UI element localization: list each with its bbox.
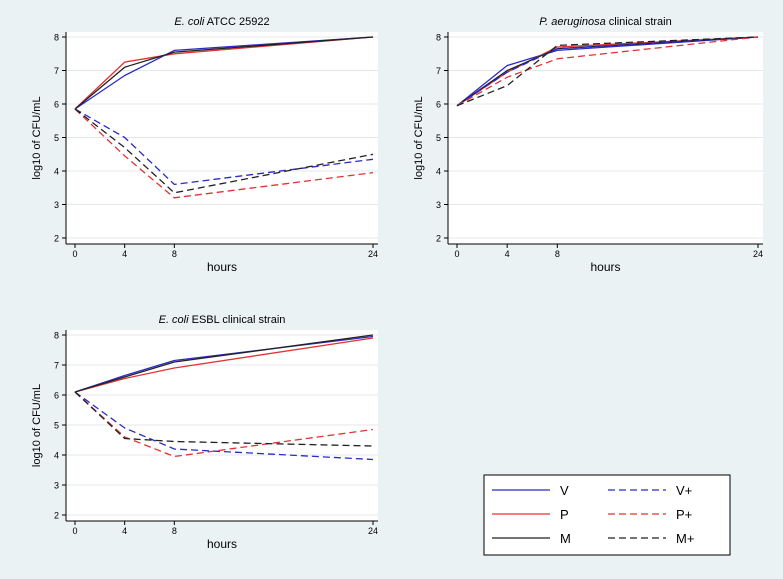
x-tick-label: 8 [172, 249, 177, 259]
x-tick-label: 0 [454, 249, 459, 259]
chart-panel-1: 2 3 4 5 6 7 8 0 4 8 24 hours log10 of CFU/mL E. coli … [10, 10, 388, 285]
series-line-m-plus [74, 108, 374, 194]
chart-panel-3: 2 3 4 5 6 7 8 0 4 8 24 hours log10 of CFU/mL E. coli … [10, 295, 388, 570]
y-tick-label: 5 [54, 421, 59, 431]
y-tick-label: 3 [54, 481, 59, 491]
x-tick-label: 4 [122, 249, 127, 259]
legend-label: V+ [676, 483, 692, 498]
legend-label: M+ [676, 531, 694, 546]
series-line-v [74, 36, 374, 110]
legend-box [483, 474, 731, 556]
y-tick-label: 7 [54, 361, 59, 371]
x-axis-label: hours [207, 260, 237, 274]
chart-title: P. aeruginosa clinical strain [539, 16, 672, 28]
chart-title-rest: clinical strain [606, 16, 672, 28]
chart-title-italic: P. aeruginosa [539, 16, 605, 28]
legend-label: V [560, 483, 569, 498]
series-line-v-plus [74, 108, 374, 186]
series-line-p [74, 337, 374, 393]
series-line-m [456, 36, 759, 107]
y-tick-label: 3 [54, 200, 59, 210]
y-tick-label: 8 [436, 33, 441, 43]
x-tick-label: 8 [172, 526, 177, 536]
y-tick-label: 3 [436, 200, 441, 210]
y-tick-label: 4 [54, 167, 59, 177]
chart-title-rest: ESBL clinical strain [189, 314, 286, 326]
x-tick-label: 24 [368, 526, 378, 536]
y-axis-label: log10 of CFU/mL [413, 96, 425, 179]
y-tick-label: 7 [436, 66, 441, 76]
y-tick-label: 5 [54, 133, 59, 143]
legend-label: P [560, 507, 569, 522]
chart-title: E. coli ATCC 25922 [174, 16, 269, 28]
y-axis-label: log10 of CFU/mL [31, 96, 43, 179]
y-tick-label: 6 [54, 100, 59, 110]
x-tick-label: 0 [72, 526, 77, 536]
x-tick-label: 0 [72, 249, 77, 259]
series-line-m-plus [74, 391, 374, 447]
chart-title-rest: ATCC 25922 [204, 16, 269, 28]
y-tick-label: 4 [436, 167, 441, 177]
chart-title-italic: E. coli [174, 16, 205, 28]
y-tick-label: 6 [54, 391, 59, 401]
series-line-v [456, 36, 759, 107]
chart-title: E. coli ESBL clinical strain [159, 314, 286, 326]
series-line-v-plus [74, 391, 374, 461]
legend-panel: V V+ P P+ M M+ [392, 295, 770, 570]
x-tick-label: 8 [555, 249, 560, 259]
y-tick-label: 6 [436, 100, 441, 110]
y-tick-label: 7 [54, 66, 59, 76]
y-tick-label: 2 [54, 234, 59, 244]
series-line-p [74, 36, 374, 110]
chart-panel-2: 2 3 4 5 6 7 8 0 4 8 24 hours log10 of CFU/mL P. aerug… [392, 10, 770, 285]
series-line-m [74, 36, 374, 110]
legend-label: M [560, 531, 571, 546]
x-axis-label: hours [207, 537, 237, 551]
series-line-p-plus [456, 36, 759, 107]
legend-label: P+ [676, 507, 692, 522]
y-tick-label: 2 [436, 234, 441, 244]
y-tick-label: 8 [54, 33, 59, 43]
series-line-m-plus [456, 36, 759, 107]
x-tick-label: 4 [122, 526, 127, 536]
y-tick-label: 4 [54, 451, 59, 461]
series-line-p-plus [74, 108, 374, 199]
x-tick-label: 24 [753, 249, 763, 259]
series-line-m [74, 334, 374, 393]
y-tick-label: 8 [54, 331, 59, 341]
y-tick-label: 5 [436, 133, 441, 143]
x-axis-label: hours [590, 260, 620, 274]
chart-title-italic: E. coli [159, 314, 190, 326]
x-tick-label: 24 [368, 249, 378, 259]
series-line-v-plus [456, 36, 759, 107]
y-axis-label: log10 of CFU/mL [31, 384, 43, 467]
x-tick-label: 4 [505, 249, 510, 259]
y-tick-label: 2 [54, 511, 59, 521]
